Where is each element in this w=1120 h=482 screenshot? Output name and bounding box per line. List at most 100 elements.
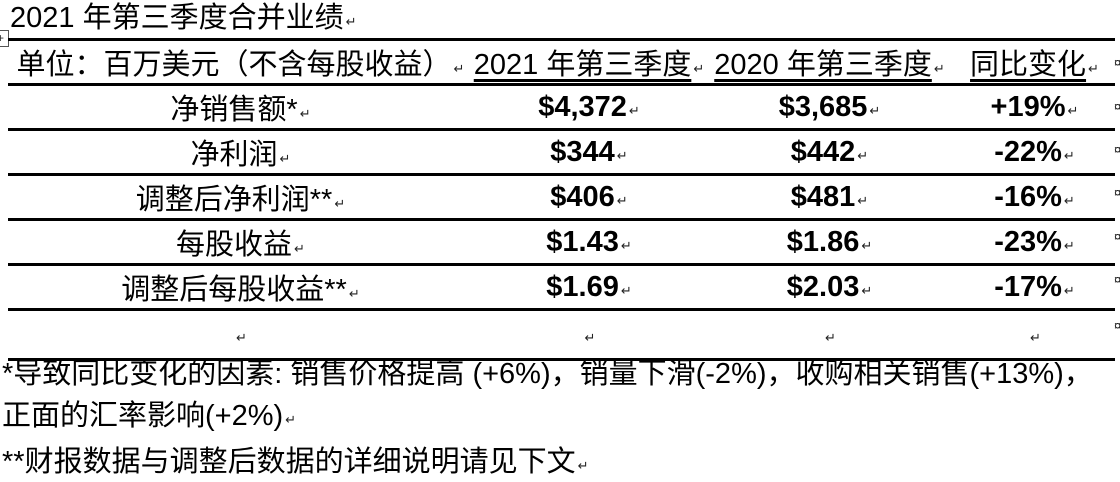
row-label-cell[interactable]: 净利润 ↵ xyxy=(8,129,473,176)
paragraph-mark: ↵ xyxy=(869,102,881,118)
footnote-change-factors-line1[interactable]: *导致同比变化的因素: 销售价格提高 (+6%)，销量下滑(-2%)，收购相关销… xyxy=(2,353,1093,395)
value-cell-2021[interactable]: $406 ↵ xyxy=(473,174,705,221)
row-label-cell[interactable]: 调整后净利润** ↵ xyxy=(8,174,473,221)
empty-cell[interactable]: ↵ xyxy=(705,309,954,361)
value-2020: $3,685 xyxy=(778,90,868,123)
row-end-mark: ¤ xyxy=(1114,99,1120,114)
paragraph-mark: ↵ xyxy=(861,282,873,298)
paragraph-mark: ↵ xyxy=(584,330,596,345)
paragraph-mark: ↵ xyxy=(857,192,869,208)
row-label: 净销售额* xyxy=(170,94,298,126)
paragraph-mark: ↵ xyxy=(1063,192,1075,208)
table-row-net-profit: 净利润 ↵ $344 ↵ $442 ↵ -22% ↵ xyxy=(8,129,1115,176)
value-cell-2020[interactable]: $442 ↵ xyxy=(705,129,954,176)
value-2021: $406 xyxy=(550,180,615,213)
column-header-2020: 2020 年第三季度 xyxy=(714,49,932,81)
footnote-text: **财报数据与调整后数据的详细说明请见下文 xyxy=(2,446,576,478)
row-end-mark: ¤ xyxy=(1114,55,1120,70)
footnote-text: 正面的汇率影响(+2%) xyxy=(2,400,284,432)
title-text: 2021 年第三季度合并业绩 xyxy=(10,2,344,34)
footnotes: *导致同比变化的因素: 销售价格提高 (+6%)，销量下滑(-2%)，收购相关销… xyxy=(2,353,1093,482)
paragraph-mark: ↵ xyxy=(1067,102,1079,118)
paragraph-mark: ↵ xyxy=(1088,61,1099,76)
footnote-text: *导致同比变化的因素: 销售价格提高 (+6%)，销量下滑(-2%)，收购相关销… xyxy=(2,358,1093,390)
table-row-adjusted-eps: 调整后每股收益** ↵ $1.69 ↵ $2.03 ↵ -17% ↵ xyxy=(8,264,1115,311)
paragraph-mark: ↵ xyxy=(1030,330,1041,345)
paragraph-mark: ↵ xyxy=(285,412,297,427)
row-label-cell[interactable]: 净销售额* ↵ xyxy=(8,84,473,131)
footnote-change-factors-line2[interactable]: 正面的汇率影响(+2%) ↵ xyxy=(2,395,1093,441)
column-header-2021: 2021 年第三季度 xyxy=(473,49,692,81)
paragraph-mark: ↵ xyxy=(933,61,945,76)
table-row-net-sales: 净销售额* ↵ $4,372 ↵ $3,685 ↵ +19% ↵ xyxy=(8,84,1115,131)
value-2021: $1.43 xyxy=(546,225,619,258)
paragraph-mark: ↵ xyxy=(825,330,836,345)
paragraph-mark: ↵ xyxy=(345,14,357,29)
value-cell-yoy[interactable]: +19% ↵ xyxy=(954,84,1115,131)
header-cell-2020[interactable]: 2020 年第三季度 ↵ xyxy=(705,39,954,86)
paragraph-mark: ↵ xyxy=(577,458,589,473)
row-end-mark: ¤ xyxy=(1114,229,1120,244)
value-cell-2020[interactable]: $1.86 ↵ xyxy=(705,219,954,266)
paragraph-mark: ↵ xyxy=(620,237,632,253)
value-cell-yoy[interactable]: -23% ↵ xyxy=(954,219,1115,266)
row-label-cell[interactable]: 调整后每股收益** ↵ xyxy=(8,264,473,311)
document-title[interactable]: 2021 年第三季度合并业绩 ↵ xyxy=(10,1,356,39)
value-cell-2020[interactable]: $3,685 ↵ xyxy=(705,84,954,131)
value-2020: $481 xyxy=(790,180,856,213)
empty-cell[interactable]: ↵ xyxy=(954,309,1115,361)
table-row-empty: ↵ ↵ ↵ ↵ xyxy=(8,309,1115,361)
table-row-eps: 每股收益 ↵ $1.43 ↵ $1.86 ↵ -23% ↵ xyxy=(8,219,1115,266)
row-label: 调整后每股收益** xyxy=(121,274,347,306)
footnote-adjusted-data-note[interactable]: **财报数据与调整后数据的详细说明请见下文 ↵ xyxy=(2,441,1093,482)
unit-label-cell[interactable]: 单位：百万美元（不含每股收益） ↵ xyxy=(8,39,473,86)
paragraph-mark: ↵ xyxy=(294,241,305,256)
row-end-mark: ¤ xyxy=(1114,272,1120,287)
empty-cell[interactable]: ↵ xyxy=(8,309,473,361)
paragraph-mark: ↵ xyxy=(620,282,632,298)
paragraph-mark: ↵ xyxy=(1063,147,1075,163)
row-label-cell[interactable]: 每股收益 ↵ xyxy=(8,219,473,266)
paragraph-mark: ↵ xyxy=(334,196,346,211)
header-cell-2021[interactable]: 2021 年第三季度 ↵ xyxy=(473,39,705,86)
value-yoy: +19% xyxy=(990,90,1066,123)
paragraph-mark: ↵ xyxy=(628,102,640,118)
value-cell-yoy[interactable]: -17% ↵ xyxy=(954,264,1115,311)
header-cell-yoy[interactable]: 同比变化 ↵ xyxy=(954,39,1115,86)
row-end-mark: ¤ xyxy=(1114,318,1120,333)
value-cell-2020[interactable]: $481 ↵ xyxy=(705,174,954,221)
paragraph-mark: ↵ xyxy=(279,151,291,166)
value-2020: $2.03 xyxy=(786,270,860,303)
paragraph-mark: ↵ xyxy=(616,192,628,208)
row-end-mark: ¤ xyxy=(1114,185,1120,200)
value-cell-2021[interactable]: $1.69 ↵ xyxy=(473,264,705,311)
value-cell-2021[interactable]: $344 ↵ xyxy=(473,129,705,176)
value-cell-2020[interactable]: $2.03 ↵ xyxy=(705,264,954,311)
table-row-adjusted-net-profit: 调整后净利润** ↵ $406 ↵ $481 ↵ -16% ↵ xyxy=(8,174,1115,221)
paragraph-mark: ↵ xyxy=(236,330,247,345)
value-2021: $4,372 xyxy=(538,90,627,123)
row-label: 净利润 xyxy=(190,139,278,171)
value-yoy: -17% xyxy=(994,270,1062,303)
paragraph-mark: ↵ xyxy=(1063,237,1075,253)
table-header-row: 单位：百万美元（不含每股收益） ↵ 2021 年第三季度 ↵ 2020 年第三季度 ↵… xyxy=(8,39,1115,86)
column-header-yoy: 同比变化 xyxy=(970,49,1087,81)
paragraph-mark: ↵ xyxy=(616,147,628,163)
value-2020: $442 xyxy=(790,135,856,168)
results-table: 单位：百万美元（不含每股收益） ↵ 2021 年第三季度 ↵ 2020 年第三季度 ↵… xyxy=(8,38,1115,361)
paragraph-mark: ↵ xyxy=(861,237,873,253)
value-cell-2021[interactable]: $4,372 ↵ xyxy=(473,84,705,131)
value-2021: $1.69 xyxy=(546,270,619,303)
row-label: 每股收益 xyxy=(176,229,293,261)
value-cell-2021[interactable]: $1.43 ↵ xyxy=(473,219,705,266)
value-yoy: -16% xyxy=(994,180,1062,213)
value-cell-yoy[interactable]: -22% ↵ xyxy=(954,129,1115,176)
value-cell-yoy[interactable]: -16% ↵ xyxy=(954,174,1115,221)
paragraph-mark: ↵ xyxy=(348,286,360,301)
paragraph-mark: ↵ xyxy=(299,106,311,121)
paragraph-mark: ↵ xyxy=(857,147,869,163)
value-yoy: -23% xyxy=(994,225,1062,258)
paragraph-mark: ↵ xyxy=(1063,282,1075,298)
empty-cell[interactable]: ↵ xyxy=(473,309,705,361)
